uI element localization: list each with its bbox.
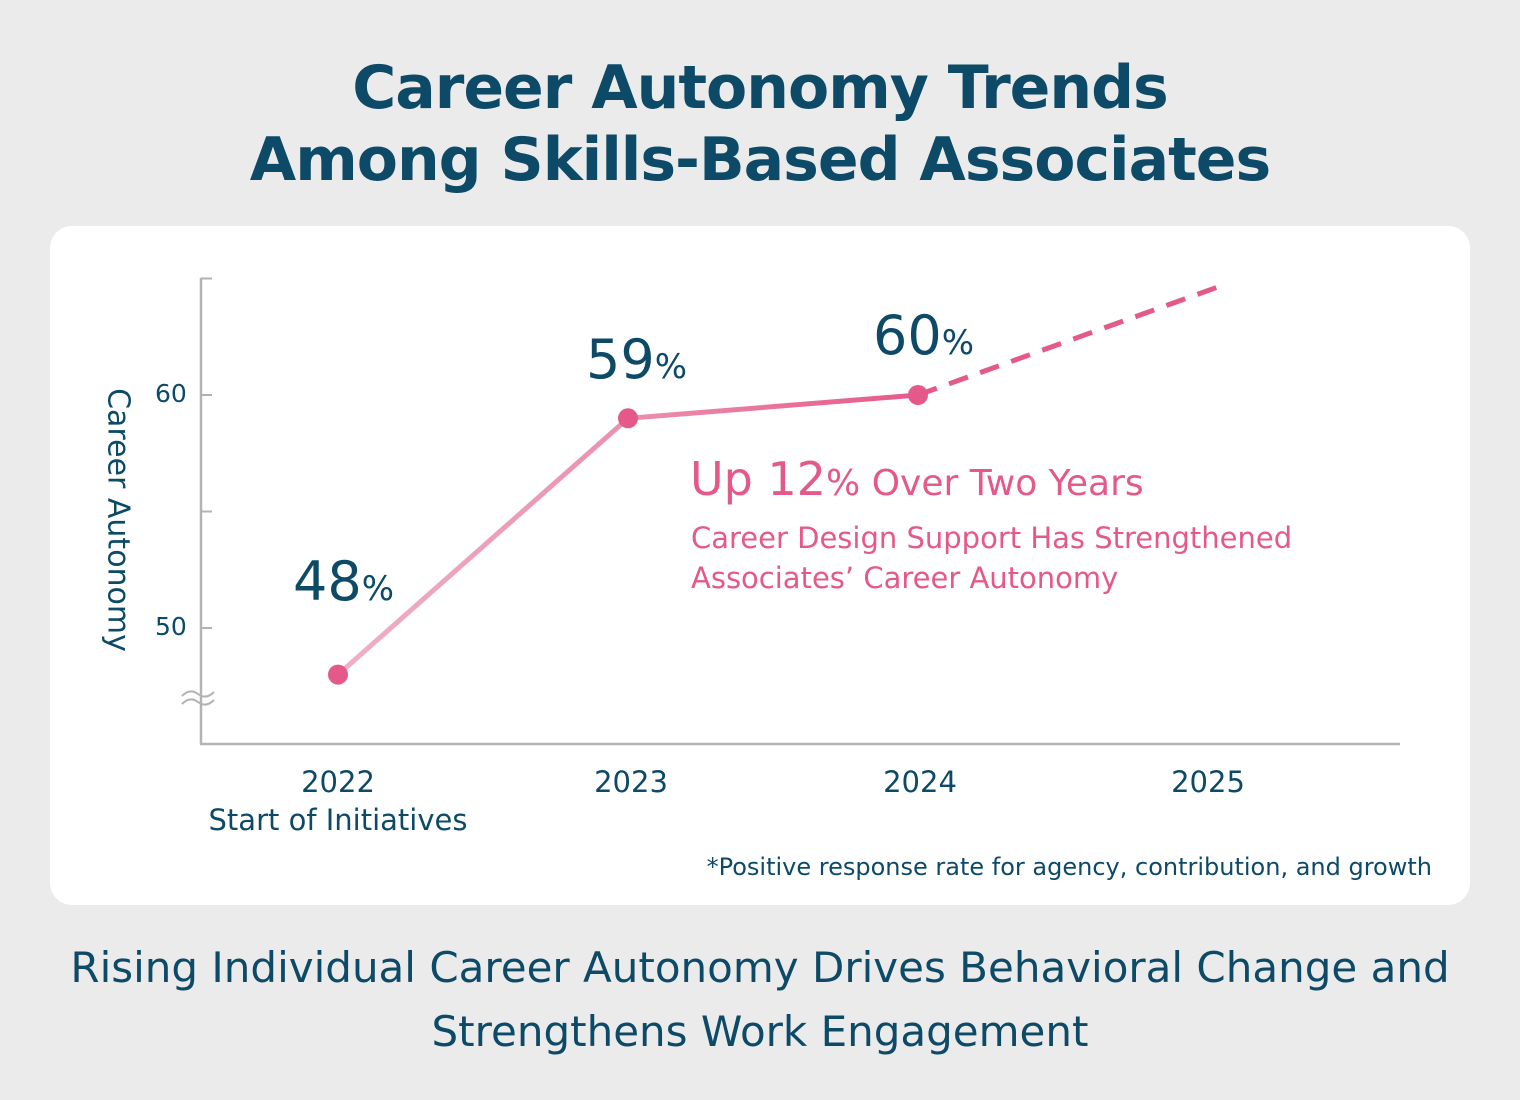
- data-label-2022: 48%: [293, 550, 394, 613]
- axis-break-icon: [181, 698, 215, 706]
- title-line-1: Career Autonomy Trends: [352, 53, 1168, 123]
- title-line-2: Among Skills-Based Associates: [249, 125, 1271, 195]
- annotation-prefix: Up: [690, 452, 768, 506]
- x-tick-2023: 2023: [594, 765, 668, 799]
- annotation-body: Career Design Support Has Strengthened A…: [691, 518, 1292, 598]
- y-tick-60: 60: [155, 379, 187, 408]
- data-label-unit: %: [941, 323, 975, 363]
- x-tick-sublabel: Start of Initiatives: [208, 803, 468, 837]
- data-label-2023: 59%: [586, 328, 687, 391]
- annotation-body-line-2: Associates’ Career Autonomy: [691, 561, 1119, 595]
- data-label-value: 48: [293, 550, 362, 613]
- y-axis-label: Career Autonomy: [100, 388, 136, 652]
- footnote: *Positive response rate for agency, cont…: [706, 853, 1432, 881]
- annotation-body-line-1: Career Design Support Has Strengthened: [691, 521, 1293, 555]
- subtitle-line-2: Strengthens Work Engagement: [431, 1007, 1089, 1056]
- x-tick-2025: 2025: [1171, 765, 1245, 799]
- data-label-unit: %: [654, 347, 688, 387]
- data-label-2024: 60%: [873, 304, 974, 367]
- subtitle: Rising Individual Career Autonomy Drives…: [0, 936, 1520, 1064]
- data-point-2024: [908, 385, 928, 405]
- axis-break-icon: [181, 690, 215, 698]
- annotation-number: 12: [767, 452, 827, 506]
- annotation-unit: %: [826, 463, 861, 504]
- annotation-headline: Up 12% Over Two Years: [690, 452, 1144, 506]
- chart-card: [50, 226, 1470, 905]
- x-tick-label: 2022: [301, 765, 375, 799]
- annotation-suffix: Over Two Years: [860, 463, 1144, 504]
- x-tick-2022: 2022 Start of Initiatives: [209, 763, 468, 839]
- data-point-2022: [328, 664, 348, 685]
- y-tick-50: 50: [155, 612, 187, 641]
- projection-line: [917, 283, 1223, 398]
- subtitle-line-1: Rising Individual Career Autonomy Drives…: [70, 943, 1450, 992]
- data-label-unit: %: [361, 569, 395, 609]
- data-point-2023: [618, 408, 638, 429]
- data-label-value: 60: [873, 304, 942, 367]
- data-label-value: 59: [586, 328, 655, 391]
- chart-title: Career Autonomy Trends Among Skills-Base…: [0, 52, 1520, 196]
- x-tick-2024: 2024: [883, 765, 957, 799]
